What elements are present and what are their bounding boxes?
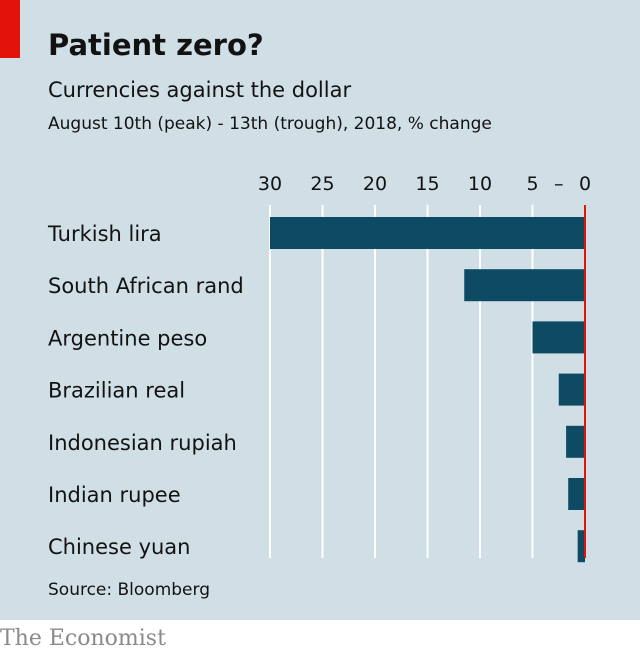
grid-lines — [269, 205, 534, 558]
x-tick-label: 20 — [363, 173, 387, 195]
bar — [558, 373, 585, 406]
category-label: Indonesian rupiah — [48, 431, 237, 455]
x-tick-label: 5 — [526, 173, 538, 195]
x-tick-label: 30 — [258, 173, 282, 195]
category-label: Turkish lira — [47, 222, 162, 246]
brand-red-tag — [0, 0, 20, 58]
category-labels: Turkish lira South African rand Argentine … — [47, 222, 244, 559]
bar — [566, 425, 585, 458]
category-label: South African rand — [48, 274, 244, 298]
economist-logo: The Economist — [0, 626, 166, 651]
bars — [270, 217, 585, 563]
bar — [532, 321, 585, 354]
source-note: Source: Bloomberg — [48, 580, 210, 600]
chart-subtitle: Currencies against the dollar — [48, 78, 352, 102]
x-tick-label: 10 — [468, 173, 492, 195]
bar — [577, 530, 585, 563]
x-tick-label: 15 — [415, 173, 439, 195]
x-tick-label: 25 — [310, 173, 334, 195]
category-label: Chinese yuan — [48, 535, 191, 559]
chart-title: Patient zero? — [48, 28, 264, 62]
axis-tick-labels: 30 25 20 15 10 5–0 — [258, 173, 591, 195]
bar — [270, 217, 585, 249]
bar-chart: 30 25 20 15 10 5–0 Turkish lira South African … — [47, 173, 591, 563]
x-tick-label: 0 — [579, 173, 591, 195]
category-label: Brazilian real — [48, 379, 185, 403]
bar — [568, 478, 585, 510]
chart-subtitle-period: August 10th (peak) - 13th (trough), 2018… — [48, 114, 492, 134]
category-label: Argentine peso — [48, 326, 207, 350]
bar — [464, 269, 585, 302]
category-label: Indian rupee — [48, 483, 181, 507]
x-tick-label: – — [554, 173, 564, 195]
